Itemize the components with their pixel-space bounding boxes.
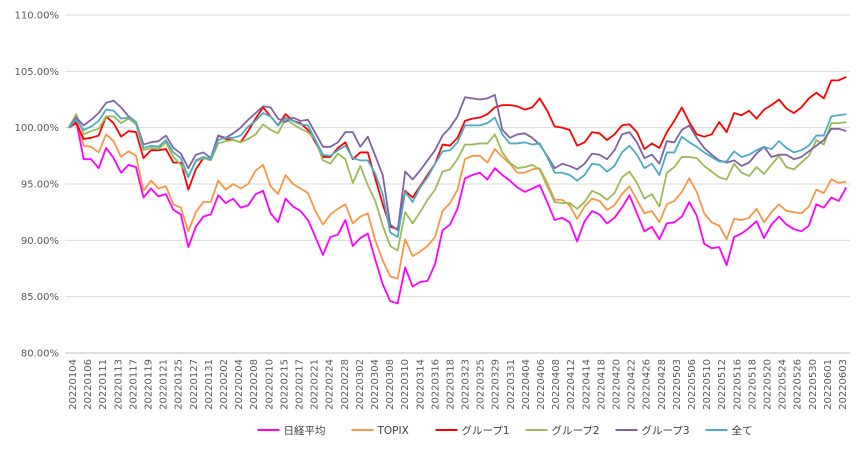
x-tick-label: 20220210: [264, 359, 275, 410]
legend-label: 全て: [732, 424, 753, 437]
y-tick-label: 100.00%: [15, 123, 60, 134]
legend-item: 日経平均: [257, 424, 326, 437]
x-tick-label: 20220314: [415, 359, 426, 410]
x-tick-label: 20220526: [793, 359, 804, 410]
x-tick-label: 20220125: [174, 359, 185, 410]
series-line-4: [67, 113, 847, 252]
series-line-1: [68, 120, 848, 305]
x-tick-label: 20220221: [310, 359, 321, 410]
x-tick-label: 20220127: [189, 359, 200, 410]
x-tick-label: 20220524: [778, 359, 789, 410]
legend-label: グループ3: [642, 424, 690, 437]
x-tick-label: 20220325: [476, 359, 487, 410]
x-tick-label: 20220318: [445, 359, 456, 410]
legend-label: グループ1: [462, 424, 510, 437]
x-tick-label: 20220119: [144, 359, 155, 410]
y-axis: 80.00% 85.00% 90.00% 95.00% 100.00% 105.00% 11…: [15, 11, 60, 360]
legend-label: TOPIX: [377, 425, 409, 437]
x-tick-label: 20220603: [838, 359, 849, 410]
y-tick-label: 80.00%: [21, 349, 59, 360]
x-tick-label: 20220329: [491, 359, 502, 410]
series-line-2: [68, 116, 847, 280]
y-tick-label: 105.00%: [15, 67, 60, 78]
y-tick-label: 85.00%: [21, 292, 59, 303]
x-tick-label: 20220422: [627, 359, 638, 410]
legend: 日経平均 TOPIX グループ1 グループ2 グループ3 全て: [257, 424, 753, 437]
y-tick-label: 90.00%: [21, 236, 59, 247]
x-tick-label: 20220520: [762, 359, 773, 410]
x-tick-label: 20220224: [325, 359, 336, 410]
x-tick-label: 20220414: [581, 359, 592, 410]
series-lines: [67, 76, 848, 305]
legend-item: TOPIX: [351, 425, 409, 437]
legend-item: グループ1: [435, 424, 510, 437]
x-tick-label: 20220428: [657, 359, 668, 410]
legend-item: グループ2: [525, 424, 600, 437]
x-axis: 20220104 20220106 20220111 20220113 20220117…: [68, 359, 849, 410]
x-tick-label: 20220510: [702, 359, 713, 410]
series-line-6: [68, 108, 847, 238]
gridlines: [65, 14, 850, 354]
x-tick-label: 20220506: [687, 359, 698, 410]
legend-item: 全て: [705, 424, 753, 437]
x-tick-label: 20220217: [294, 359, 305, 410]
x-tick-label: 20220117: [128, 359, 139, 410]
x-tick-label: 20220408: [551, 359, 562, 410]
y-tick-label: 110.00%: [15, 11, 60, 22]
x-tick-label: 20220228: [340, 359, 351, 410]
series-line-3: [68, 76, 847, 230]
y-tick-label: 95.00%: [21, 180, 59, 191]
x-tick-label: 20220310: [400, 359, 411, 410]
x-tick-label: 20220202: [219, 359, 230, 410]
legend-item: グループ3: [615, 424, 690, 437]
x-tick-label: 20220418: [596, 359, 607, 410]
legend-label: 日経平均: [284, 424, 326, 437]
x-tick-label: 20220601: [823, 359, 834, 410]
x-tick-label: 20220215: [279, 359, 290, 410]
x-tick-label: 20220503: [672, 359, 683, 410]
x-tick-label: 20220204: [234, 359, 245, 410]
x-tick-label: 20220512: [717, 359, 728, 410]
x-tick-label: 20220518: [747, 359, 758, 410]
x-tick-label: 20220331: [506, 359, 517, 410]
x-tick-label: 20220106: [83, 359, 94, 410]
x-tick-label: 20220131: [204, 359, 215, 410]
x-tick-label: 20220516: [732, 359, 743, 410]
x-tick-label: 20220420: [612, 359, 623, 410]
x-tick-label: 20220308: [385, 359, 396, 410]
x-tick-label: 20220104: [68, 359, 79, 410]
x-tick-label: 20220412: [566, 359, 577, 410]
x-tick-label: 20220111: [98, 359, 109, 410]
x-tick-label: 20220302: [355, 359, 366, 410]
legend-label: グループ2: [552, 424, 600, 437]
x-tick-label: 20220121: [159, 359, 170, 410]
x-tick-label: 20220404: [521, 359, 532, 410]
x-tick-label: 20220316: [430, 359, 441, 410]
x-tick-label: 20220323: [461, 359, 472, 410]
x-tick-label: 20220426: [642, 359, 653, 410]
x-tick-label: 20220530: [808, 359, 819, 410]
x-tick-label: 20220113: [113, 359, 124, 410]
x-tick-label: 20220304: [370, 359, 381, 410]
x-tick-label: 20220406: [536, 359, 547, 410]
x-tick-label: 20220208: [249, 359, 260, 410]
series-line-5: [68, 94, 847, 232]
